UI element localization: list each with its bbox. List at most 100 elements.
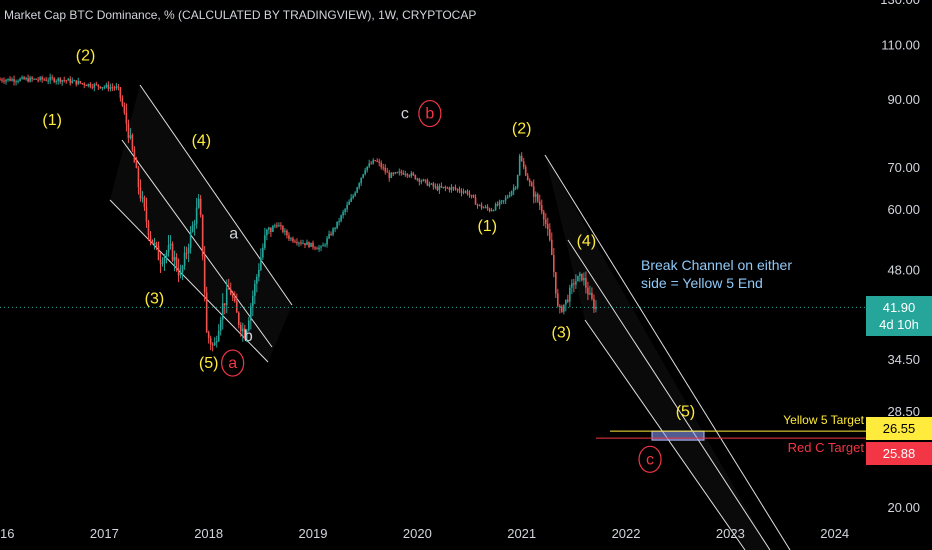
candle-body xyxy=(464,191,467,193)
candle-body xyxy=(189,231,192,248)
candle-body xyxy=(478,204,481,206)
candle-body xyxy=(69,78,72,83)
candle-body xyxy=(193,223,196,226)
candle-body xyxy=(165,252,168,257)
candle-body xyxy=(344,209,346,213)
candle-body xyxy=(167,245,170,253)
candle-body xyxy=(163,256,166,263)
candle-body xyxy=(243,328,246,339)
candle-body xyxy=(85,85,88,87)
candle-body xyxy=(372,160,375,164)
candle-body xyxy=(512,187,515,192)
candle-body xyxy=(328,234,330,239)
candle-body xyxy=(227,288,230,290)
candle-body xyxy=(480,204,483,208)
wave-label: c xyxy=(401,106,409,123)
candle-body xyxy=(414,174,417,180)
candle-body xyxy=(278,225,280,227)
candle-body xyxy=(262,247,264,258)
candle-body xyxy=(561,306,563,312)
candle-body xyxy=(298,242,300,244)
candle-body xyxy=(542,211,545,220)
candle-body xyxy=(161,262,164,264)
break-channel-note: Break Channel on either xyxy=(641,257,792,273)
candle-body xyxy=(450,187,453,190)
candle-body xyxy=(458,189,461,192)
candle-body xyxy=(424,179,427,181)
candle-body xyxy=(83,83,86,86)
candle-body xyxy=(53,78,55,82)
x-tick-label: 2022 xyxy=(612,526,641,541)
candle-body xyxy=(522,161,525,167)
candle-body xyxy=(19,78,21,82)
candle-body xyxy=(422,179,425,182)
candle-body xyxy=(29,77,31,82)
candle-body xyxy=(390,173,393,178)
candle-body xyxy=(292,238,294,242)
y-tick-label: 34.50 xyxy=(887,352,920,367)
candle-body xyxy=(23,77,25,80)
candle-body xyxy=(498,201,501,206)
channel-line xyxy=(139,84,293,306)
candle-body xyxy=(470,194,473,196)
candle-body xyxy=(115,86,118,89)
candle-body xyxy=(225,288,228,305)
candle-body xyxy=(264,235,266,248)
candle-body xyxy=(374,160,377,162)
candle-body xyxy=(342,212,344,216)
candle-body xyxy=(356,187,358,193)
channel-line xyxy=(567,239,771,550)
candle-body xyxy=(71,80,74,83)
candle-body xyxy=(448,187,451,190)
candle-body xyxy=(211,344,214,346)
channel-line xyxy=(544,154,791,550)
candle-body xyxy=(260,257,262,270)
candle-body xyxy=(516,175,519,188)
candle-timer: 4d 10h xyxy=(879,317,919,332)
candle-body xyxy=(237,312,240,325)
candle-body xyxy=(252,295,254,307)
candle-body xyxy=(79,81,82,84)
candle-body xyxy=(223,303,226,305)
candle-body xyxy=(528,180,531,183)
candle-body xyxy=(147,221,150,236)
candle-body xyxy=(7,78,9,80)
candle-body xyxy=(13,79,15,82)
candle-body xyxy=(460,191,463,193)
candle-body xyxy=(446,187,449,189)
wave-label: (1) xyxy=(477,218,497,235)
candle-body xyxy=(89,83,92,87)
wave-label: (3) xyxy=(145,290,165,307)
candle-body xyxy=(221,303,224,320)
candle-body xyxy=(468,193,471,195)
candle-body xyxy=(520,155,523,162)
candle-body xyxy=(63,80,66,82)
channel-fill-right xyxy=(545,155,770,550)
candle-body xyxy=(354,192,356,196)
candle-body xyxy=(73,80,76,82)
candle-body xyxy=(394,172,397,174)
candle-body xyxy=(474,197,477,205)
candle-body xyxy=(27,78,29,82)
candle-body xyxy=(111,87,114,89)
candle-body xyxy=(550,239,553,256)
candle-body xyxy=(17,81,19,83)
candle-body xyxy=(352,195,354,198)
x-tick-label: 2021 xyxy=(507,526,536,541)
candle-body xyxy=(15,81,17,83)
candle-body xyxy=(320,246,322,248)
wave-label: c xyxy=(646,451,654,468)
candle-body xyxy=(462,191,465,193)
candle-body xyxy=(123,105,126,113)
target-zone-box xyxy=(651,430,705,441)
candle-body xyxy=(502,200,505,202)
candle-body xyxy=(270,227,272,232)
candle-body xyxy=(1,79,3,81)
candle-body xyxy=(452,187,455,189)
candle-body xyxy=(322,245,324,247)
candle-body xyxy=(378,161,381,163)
candle-body xyxy=(248,320,250,331)
candle-body xyxy=(245,330,248,339)
